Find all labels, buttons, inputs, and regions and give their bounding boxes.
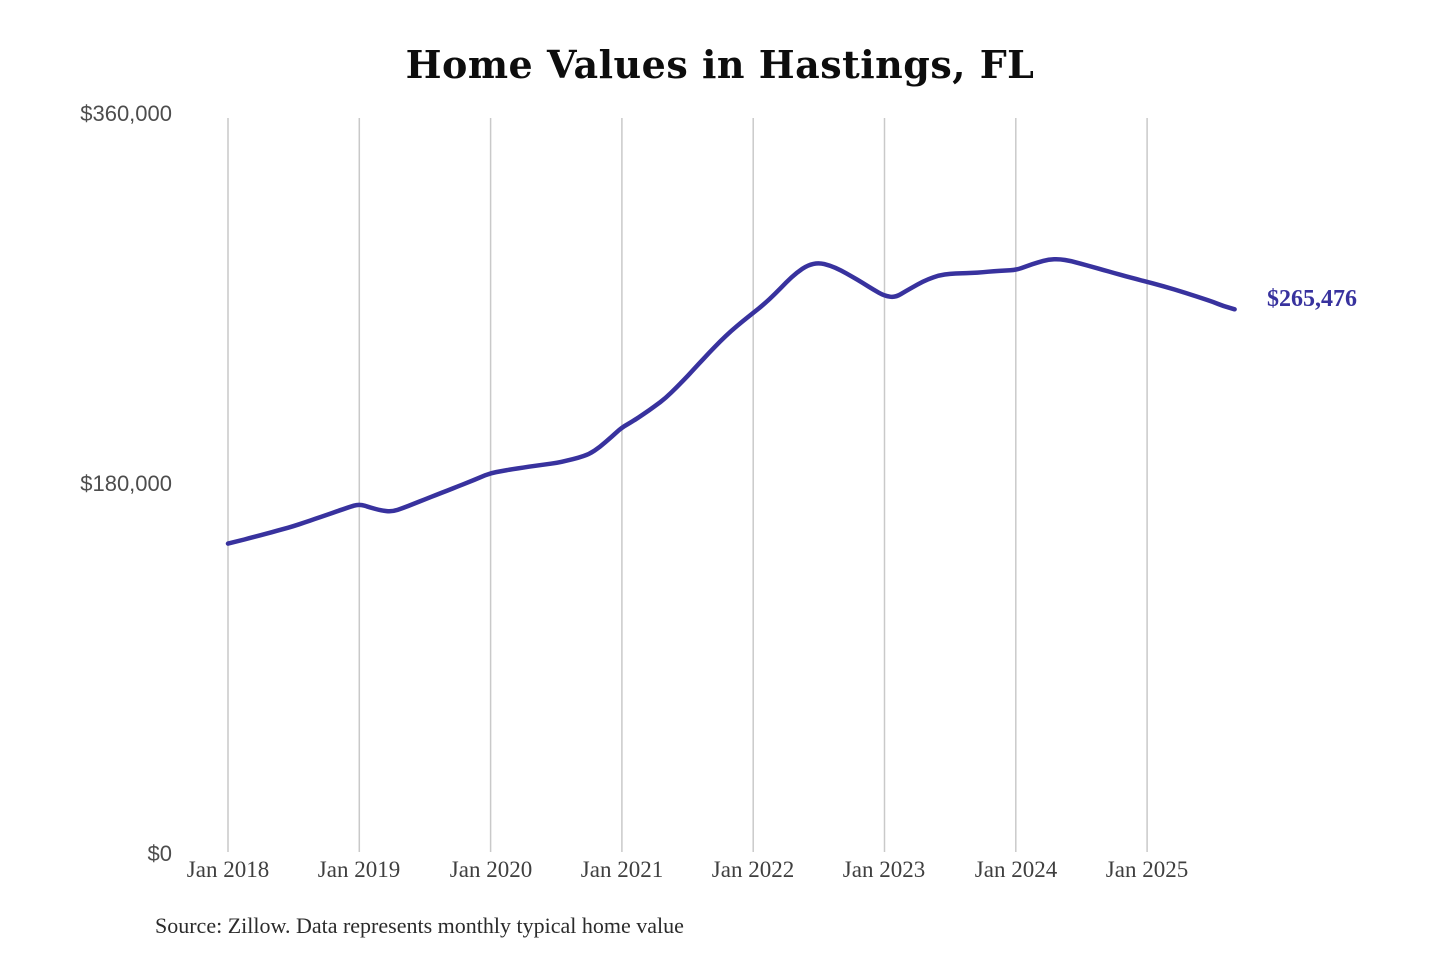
home-value-line [225,257,1237,546]
x-tick-jan-2023: Jan 2023 [842,857,926,882]
vertical-gridlines [227,118,1148,852]
x-tick-jan-2020: Jan 2020 [449,857,533,882]
x-tick-jan-2024: Jan 2024 [974,857,1058,882]
y-tick-180000: $180,000 [80,471,172,496]
x-tick-jan-2019: Jan 2019 [317,857,401,882]
x-tick-jan-2025: Jan 2025 [1105,857,1189,882]
y-tick-360000: $360,000 [80,101,172,126]
chart-title: Home Values in Hastings, FL [405,42,1035,87]
x-tick-jan-2018: Jan 2018 [186,857,270,882]
x-tick-jan-2022: Jan 2022 [711,857,795,882]
source-note: Source: Zillow. Data represents monthly … [155,913,684,938]
x-tick-jan-2021: Jan 2021 [580,857,664,882]
last-value-label: $265,476 [1267,286,1357,312]
y-tick-0: $0 [147,841,172,866]
